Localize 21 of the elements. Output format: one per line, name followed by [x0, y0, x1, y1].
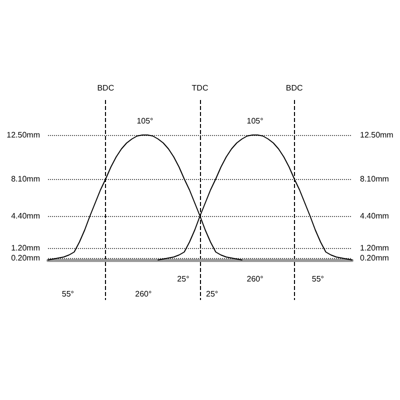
annotation: 55° — [312, 274, 324, 284]
y2-tick-label: 1.20mm — [360, 244, 390, 252]
x-tick-label: TDC — [192, 84, 208, 92]
y-tick-label: 4.40mm — [11, 212, 40, 220]
y-tick-label: 1.20mm — [11, 244, 40, 252]
annotation: 55° — [62, 290, 74, 298]
y-tick-label: 0.20mm — [11, 254, 40, 262]
annotation: 260° — [135, 290, 152, 298]
y2-tick-label: 4.40mm — [360, 212, 390, 220]
annotation: 105° — [246, 116, 264, 126]
annotation: 260° — [246, 274, 264, 284]
x-tick-label: BDC — [286, 84, 304, 92]
annotation: 25° — [206, 290, 218, 298]
y2-tick-label: 8.10mm — [360, 174, 390, 184]
y-tick-label: 12.50mm — [6, 130, 40, 140]
annotation: 25° — [177, 274, 190, 284]
y2-tick-label: 0.20mm — [360, 254, 390, 262]
y-tick-label: 8.10mm — [11, 174, 40, 184]
annotation: 105° — [136, 116, 154, 126]
x-tick-label: BDC — [97, 84, 114, 92]
y2-tick-label: 12.50mm — [360, 130, 394, 140]
